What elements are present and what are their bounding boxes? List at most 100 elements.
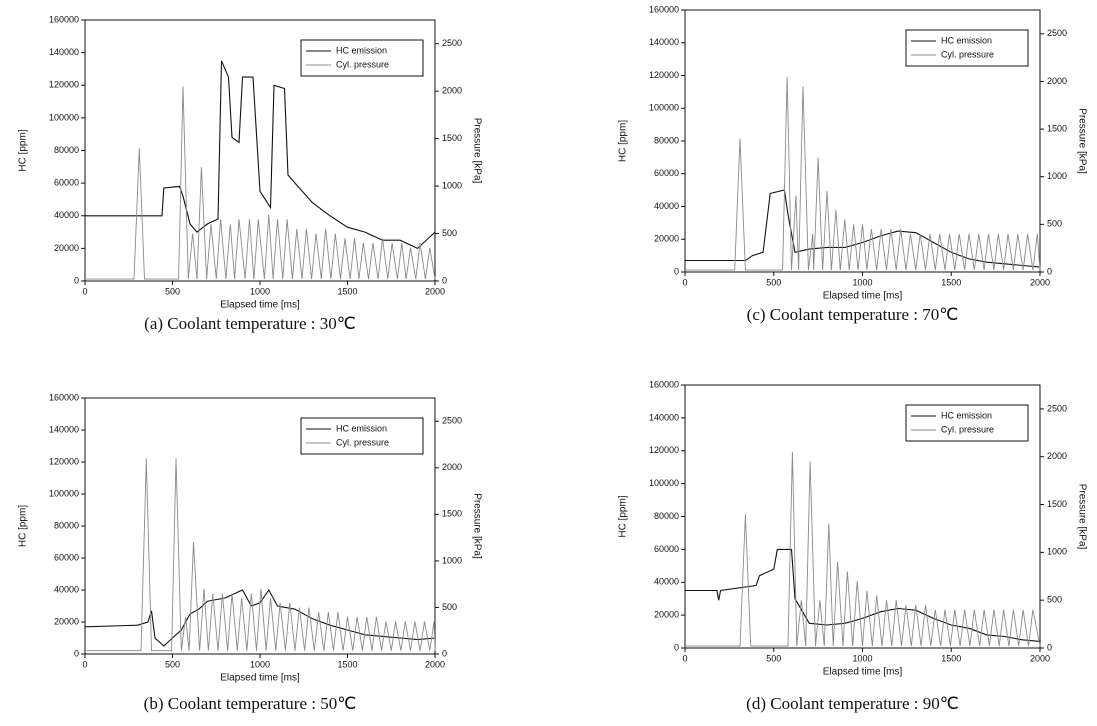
x-tick-label: 500 [766,653,781,663]
y-axis-label: HC [ppm] [618,495,629,537]
caption: (a) Coolant temperature : 30℃ [144,314,356,333]
legend-label: Cyl. pressure [336,59,389,69]
y-tick-label: 0 [74,648,79,658]
y-tick-label: 160000 [49,14,79,24]
y2-axis-label: Pressure [kPa] [1076,108,1087,174]
chart-panel: 0 500 1000 1500 2000020000400006000080000100… [18,392,483,713]
y-tick-label: 140000 [649,37,679,47]
y-tick-label: 100000 [49,112,79,122]
series-line [685,451,1041,647]
y2-tick-label: 2000 [1047,451,1067,461]
y2-tick-label: 2500 [1047,28,1067,38]
legend-label: Cyl. pressure [941,424,994,434]
y2-tick-label: 1500 [442,509,462,519]
x-tick-label: 1500 [337,659,357,669]
y-tick-label: 140000 [49,424,79,434]
x-tick-label: 1000 [250,659,270,669]
y-tick-label: 100000 [649,478,679,488]
y2-tick-label: 2000 [442,86,462,96]
x-tick-label: 2000 [1030,653,1050,663]
y-tick-label: 80000 [654,511,679,521]
y-tick-label: 120000 [49,456,79,466]
y-tick-label: 60000 [654,168,679,178]
x-tick-label: 1000 [852,653,872,663]
legend-box [300,417,424,455]
series-line [85,458,436,652]
y2-tick-label: 500 [1047,219,1062,229]
caption: (b) Coolant temperature : 50℃ [144,694,357,713]
x-tick-label: 0 [682,653,687,663]
y2-tick-label: 0 [1047,642,1052,652]
x-tick-label: 2000 [1030,277,1050,287]
y2-tick-label: 2000 [442,462,462,472]
y2-tick-label: 1500 [1047,123,1067,133]
y-tick-label: 120000 [649,70,679,80]
series-line [84,588,436,647]
chart-panel: 0 500 1000 1500 2000020000400006000080000100… [618,4,1088,324]
x-tick-label: 500 [165,286,180,296]
x-tick-label: 0 [82,286,87,296]
y2-tick-label: 500 [442,228,457,238]
y2-tick-label: 1000 [442,180,462,190]
x-tick-label: 2000 [425,659,445,669]
y2-tick-label: 0 [1047,266,1052,276]
y2-tick-label: 1000 [1047,547,1067,557]
x-tick-label: 500 [766,277,781,287]
y-axis-label: HC [ppm] [618,120,629,162]
y-axis-label: HC [ppm] [18,129,29,171]
y2-tick-label: 1000 [442,555,462,565]
y-tick-label: 40000 [654,201,679,211]
x-tick-label: 1500 [337,286,357,296]
x-tick-label: 1500 [941,653,961,663]
y-tick-label: 40000 [654,577,679,587]
y-tick-label: 140000 [49,47,79,57]
caption: (c) Coolant temperature : 70℃ [747,305,959,324]
y-tick-label: 80000 [54,145,79,155]
x-tick-label: 2000 [425,286,445,296]
legend-label: Cyl. pressure [336,437,389,447]
legend-box [905,29,1029,67]
y2-tick-label: 1000 [1047,171,1067,181]
y2-tick-label: 0 [442,275,447,285]
y2-tick-label: 2000 [1047,76,1067,86]
legend-box [905,404,1029,442]
y2-tick-label: 2500 [1047,403,1067,413]
y2-tick-label: 2500 [442,416,462,426]
legend-label: HC emission [336,423,387,433]
y2-tick-label: 0 [442,648,447,658]
legend-box [300,39,424,77]
chart-panel: 0 500 1000 1500 2000020000400006000080000100… [18,14,483,333]
x-tick-label: 500 [165,659,180,669]
series-line [85,60,436,250]
x-axis-label: Elapsed time [ms] [220,673,300,684]
legend-label: HC emission [941,35,992,45]
y-axis-label: HC [ppm] [18,505,29,547]
y2-axis-label: Pressure [kPa] [471,118,482,184]
y-tick-label: 100000 [49,488,79,498]
x-tick-label: 1500 [941,277,961,287]
y-tick-label: 80000 [654,135,679,145]
y-tick-label: 120000 [49,80,79,90]
y-tick-label: 60000 [54,178,79,188]
y-tick-label: 160000 [649,379,679,389]
x-axis-label: Elapsed time [ms] [220,300,300,311]
y-tick-label: 60000 [54,552,79,562]
x-tick-label: 1000 [852,277,872,287]
y-tick-label: 160000 [49,392,79,402]
y-tick-label: 100000 [649,103,679,113]
legend-label: HC emission [336,45,387,55]
legend-label: Cyl. pressure [941,49,994,59]
y-tick-label: 20000 [54,243,79,253]
x-axis-label: Elapsed time [ms] [823,667,903,678]
x-tick-label: 0 [682,277,687,287]
y-tick-label: 0 [674,266,679,276]
y-tick-label: 160000 [649,4,679,14]
y-tick-label: 20000 [54,616,79,626]
y-tick-label: 40000 [54,210,79,220]
chart-panel: 0 500 1000 1500 2000020000400006000080000100… [618,379,1088,713]
caption: (d) Coolant temperature : 90℃ [746,694,959,713]
y-tick-label: 40000 [54,584,79,594]
series-line [685,189,1041,268]
y-tick-label: 0 [674,642,679,652]
